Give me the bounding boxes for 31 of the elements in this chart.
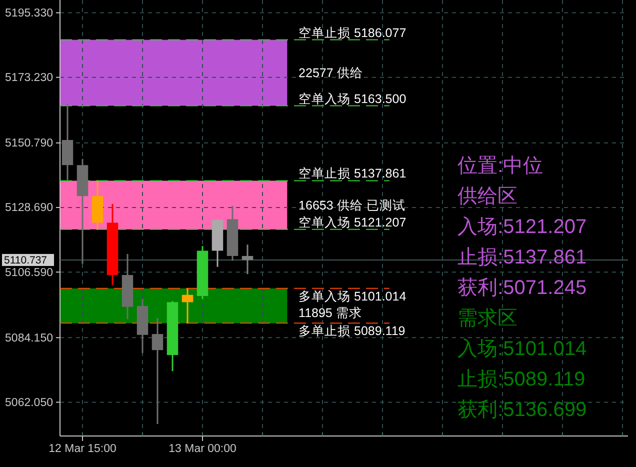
y-tick-label: 5106.590 <box>5 266 53 279</box>
band-label: 16653 供给 已测试 <box>298 198 406 212</box>
y-tick-label: 5150.790 <box>5 138 53 150</box>
x-tick-label: 13 Mar 00:00 <box>168 443 236 456</box>
ref-line-label: 空单止损 5186.077 <box>298 26 406 40</box>
text: 止损:5089.119 <box>458 368 586 390</box>
candlestick <box>152 317 164 425</box>
band-label: 11895 需求 <box>298 306 362 320</box>
y-tick-label: 5195.330 <box>5 7 53 20</box>
y-tick-label: 5062.050 <box>5 396 53 409</box>
text: 获利:5136.699 <box>458 399 587 421</box>
ref-line-label: 空单入场 5121.207 <box>298 215 406 230</box>
ref-line-label: 多单入场 5101.014 <box>298 289 406 304</box>
text: 位置:中位 <box>458 155 544 177</box>
text: 止损:5137.861 <box>458 246 587 268</box>
text: 获利:5071.245 <box>458 277 587 299</box>
ref-line-label: 5110.737 <box>4 254 48 267</box>
text: 入场:5121.207 <box>458 216 587 238</box>
band-label: 22577 供给 <box>298 66 363 80</box>
y-tick-label: 5173.230 <box>5 72 53 84</box>
ref-line-label: 多单止损 5089.119 <box>298 324 406 338</box>
x-tick-label: 12 Mar 15:00 <box>48 443 116 456</box>
ref-line-label: 空单止损 5137.861 <box>298 166 406 181</box>
candlestick <box>242 244 254 275</box>
text: 需求区 <box>458 308 518 330</box>
y-tick-label: 5128.690 <box>5 202 53 214</box>
ref-line-label: 空单入场 5163.500 <box>298 92 406 106</box>
text: 入场:5101.014 <box>458 338 587 360</box>
text: 供给区 <box>458 186 518 208</box>
candlestick <box>182 288 194 324</box>
y-tick-label: 5084.150 <box>5 332 53 344</box>
